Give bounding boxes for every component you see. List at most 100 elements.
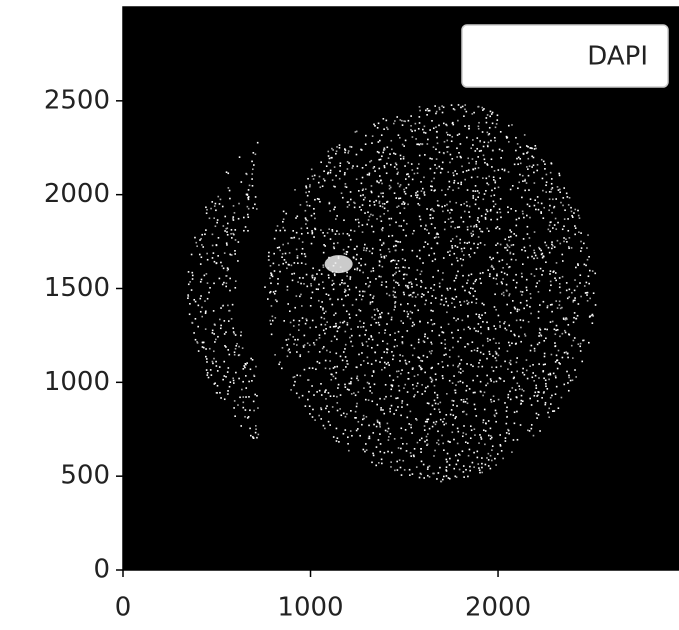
speckle [306, 204, 309, 207]
speckle [364, 243, 366, 246]
speckle [435, 158, 438, 160]
speckle [378, 167, 381, 170]
speckle [452, 174, 455, 177]
speckle [313, 236, 315, 238]
speckle [336, 146, 338, 148]
speckle [484, 216, 487, 219]
speckle [464, 104, 467, 106]
speckle [489, 339, 491, 341]
speckle [394, 302, 396, 305]
speckle [467, 454, 470, 457]
speckle [550, 188, 553, 191]
speckle [517, 156, 520, 159]
speckle [518, 217, 520, 220]
speckle [396, 168, 398, 170]
speckle [316, 360, 319, 363]
speckle [548, 224, 551, 227]
speckle [361, 224, 364, 226]
speckle [502, 267, 504, 269]
speckle [483, 303, 485, 306]
speckle [526, 166, 528, 168]
speckle [227, 304, 229, 307]
speckle [361, 167, 364, 169]
speckle [215, 244, 218, 247]
speckle [323, 235, 326, 237]
speckle [329, 395, 332, 398]
speckle [436, 204, 439, 207]
speckle [467, 169, 470, 171]
speckle [202, 346, 205, 349]
speckle [281, 256, 283, 259]
speckle [426, 418, 428, 421]
speckle [318, 389, 321, 392]
speckle [401, 369, 403, 371]
speckle [515, 259, 517, 261]
speckle [474, 391, 476, 394]
speckle [315, 339, 318, 341]
speckle [190, 253, 193, 256]
legend-swatch [474, 46, 530, 66]
speckle [491, 189, 493, 192]
speckle [335, 427, 338, 430]
speckle [325, 328, 327, 330]
speckle [369, 390, 371, 392]
speckle [549, 280, 552, 283]
speckle [505, 246, 507, 249]
speckle [234, 229, 237, 231]
speckle [426, 208, 428, 210]
speckle [191, 278, 194, 280]
speckle [432, 289, 435, 291]
speckle [222, 378, 224, 381]
speckle [290, 237, 293, 239]
speckle [563, 237, 565, 239]
speckle [342, 351, 345, 353]
speckle [499, 211, 502, 214]
speckle [459, 454, 461, 456]
speckle [479, 277, 481, 280]
speckle [252, 207, 254, 209]
speckle [372, 454, 375, 457]
speckle [335, 152, 337, 155]
speckle [399, 184, 402, 186]
speckle [430, 185, 432, 187]
speckle [561, 260, 564, 262]
speckle [269, 265, 272, 267]
speckle [396, 397, 399, 399]
speckle [515, 136, 517, 139]
speckle [483, 391, 486, 394]
speckle [234, 280, 237, 282]
speckle [404, 359, 407, 362]
speckle [415, 385, 418, 387]
speckle [487, 327, 490, 329]
speckle [527, 429, 529, 432]
speckle [349, 430, 352, 432]
speckle [499, 320, 501, 323]
speckle [420, 279, 422, 282]
speckle [519, 319, 522, 321]
speckle [349, 238, 352, 241]
speckle [478, 315, 480, 318]
speckle [411, 383, 414, 386]
speckle [388, 217, 390, 220]
speckle [442, 272, 444, 274]
speckle [561, 253, 564, 256]
speckle [227, 393, 229, 395]
speckle [328, 202, 331, 205]
speckle [410, 163, 413, 165]
speckle [449, 200, 451, 203]
speckle [227, 367, 230, 369]
speckle [481, 106, 484, 109]
speckle [382, 151, 385, 154]
speckle [274, 290, 277, 292]
speckle [463, 425, 465, 427]
speckle [277, 282, 279, 285]
speckle [342, 232, 345, 235]
speckle [305, 273, 308, 276]
speckle [466, 299, 468, 302]
speckle [440, 480, 442, 483]
speckle [497, 186, 500, 189]
speckle [232, 331, 235, 333]
speckle [522, 212, 524, 215]
speckle [521, 210, 524, 213]
speckle [196, 342, 199, 344]
